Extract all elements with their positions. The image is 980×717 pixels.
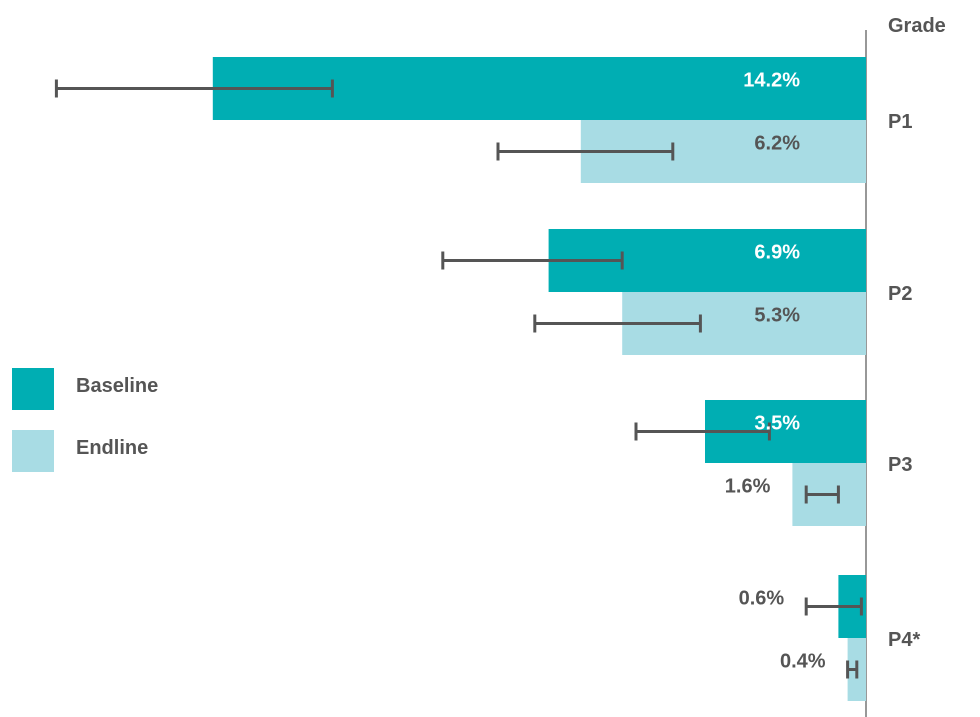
legend-label-endline: Endline <box>76 437 148 459</box>
legend-swatch-baseline <box>12 368 54 410</box>
data-label-p1-endline: 6.2% <box>754 133 800 155</box>
legend-label-baseline: Baseline <box>76 375 158 397</box>
category-label-p4: P4* <box>888 629 920 651</box>
category-label-p1: P1 <box>888 111 912 133</box>
data-label-p1-baseline: 14.2% <box>743 70 800 92</box>
data-label-p4-baseline: 0.6% <box>739 588 785 610</box>
data-label-p3-baseline: 3.5% <box>754 413 800 435</box>
axis-title: Grade <box>888 15 946 37</box>
data-label-p4-endline: 0.4% <box>780 651 826 673</box>
data-label-p2-baseline: 6.9% <box>754 242 800 264</box>
legend-swatch-endline <box>12 430 54 472</box>
data-label-p2-endline: 5.3% <box>754 305 800 327</box>
data-label-p3-endline: 1.6% <box>725 476 771 498</box>
chart-marks: 14.2% 6.2% P1 6.9% 5.3% P2 3.5% 1.6% P3 0.6% 0.4% P… <box>54 57 920 701</box>
category-label-p2: P2 <box>888 283 912 305</box>
category-label-p3: P3 <box>888 454 912 476</box>
